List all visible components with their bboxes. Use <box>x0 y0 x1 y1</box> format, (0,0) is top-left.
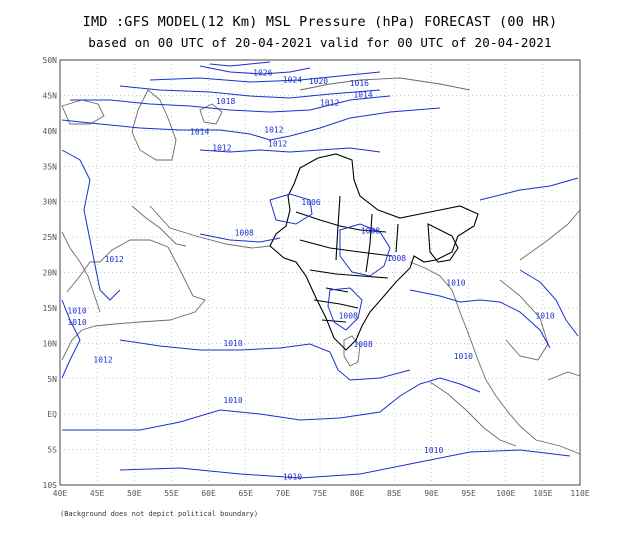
lat-tick-label: 30N <box>43 198 58 207</box>
lat-tick-label: 15N <box>43 304 58 313</box>
isobar-label: 1012 <box>105 255 124 264</box>
coast-malay <box>485 379 581 455</box>
lon-tick-label: 80E <box>350 489 365 498</box>
coast-aral <box>199 103 223 125</box>
isobar-1024 <box>199 65 311 75</box>
isobar-1010-arabia <box>61 299 81 379</box>
isobar-label: 1012 <box>93 355 112 364</box>
graticule <box>60 60 580 485</box>
isobar-label: 1012 <box>320 98 339 107</box>
isobar-label: 1010 <box>67 307 86 316</box>
isobar-1016 <box>70 95 391 113</box>
isobar-label: 1026 <box>253 69 272 78</box>
isobar-1014 <box>61 107 441 141</box>
lat-tick-label: 35N <box>43 162 58 171</box>
isobar-label: 1010 <box>223 339 242 348</box>
isobar-label: 1010 <box>67 318 86 327</box>
lon-tick-label: 105E <box>533 489 552 498</box>
lon-tick-label: 50E <box>127 489 142 498</box>
coast-persian-gulf <box>131 205 187 247</box>
lon-tick-label: 110E <box>570 489 589 498</box>
isobar-label: 1006 <box>301 198 320 207</box>
isobar-label: 1012 <box>212 144 231 153</box>
coast-iran-pakistan <box>149 205 271 249</box>
lat-tick-label: 5S <box>47 446 57 455</box>
lon-tick-label: 75E <box>313 489 328 498</box>
isobar-1008-south <box>327 287 363 331</box>
lon-tick-label: 70E <box>276 489 291 498</box>
isobar-label: 1008 <box>361 227 380 236</box>
isobar-1006 <box>269 193 313 225</box>
coast-red-sea <box>61 231 101 313</box>
coast-mongolia <box>299 77 471 91</box>
isobar-label: 1008 <box>353 340 372 349</box>
isobar-1010-equator <box>62 377 481 431</box>
chart-title: IMD :GFS MODEL(12 Km) MSL Pressure (hPa)… <box>82 14 558 30</box>
chart-subtitle: based on 00 UTC of 20-04-2021 valid for … <box>88 35 552 50</box>
isobar-label: 1014 <box>190 127 209 136</box>
isobar-label: 1008 <box>339 312 358 321</box>
lat-tick-label: 45N <box>43 91 58 100</box>
isobar-label: 1010 <box>454 352 473 361</box>
lon-tick-label: 45E <box>90 489 105 498</box>
isobar-label: 1010 <box>446 278 465 287</box>
isobar-label: 1010 <box>223 396 242 405</box>
isobar-1010-south <box>119 449 571 479</box>
isobar-1012-north <box>199 147 381 153</box>
isobar-1010-bay <box>409 289 551 349</box>
isobar-label: 1018 <box>216 97 235 106</box>
isobar-label: 1010 <box>424 446 443 455</box>
isobar-label: 1010 <box>535 312 554 321</box>
isobar-label: 1014 <box>353 91 372 100</box>
lon-tick-label: 95E <box>461 489 476 498</box>
lat-tick-label: 25N <box>43 233 58 242</box>
lon-tick-label: 100E <box>496 489 515 498</box>
lat-tick-label: 10N <box>43 339 58 348</box>
isobar-label: 1020 <box>309 77 328 86</box>
isobar-label: 1010 <box>283 472 302 481</box>
coast-africa-arabia <box>61 239 206 361</box>
isobar-label: 1008 <box>387 254 406 263</box>
isobar-1026 <box>209 61 271 67</box>
coast-sri-lanka <box>343 335 361 367</box>
isobar-1010-east <box>519 269 579 337</box>
map-footnote: (Background does not depict political bo… <box>60 510 259 518</box>
coast-borneo <box>547 371 581 381</box>
axis-ticks: 40E 45E 50E 55E 60E 65E 70E 75E 80E 85E 90E 95E 100E… <box>43 56 590 498</box>
coast-caspian <box>131 89 177 161</box>
isobar-east-china <box>479 177 579 201</box>
lon-tick-label: 60E <box>201 489 216 498</box>
isobar-label: 1012 <box>264 125 283 134</box>
coast-sumatra <box>429 381 517 447</box>
isobar-label: 1016 <box>350 79 369 88</box>
northeast-india <box>427 223 459 263</box>
lon-tick-label: 90E <box>424 489 439 498</box>
isobar-1008-west <box>199 233 281 243</box>
india-outline <box>269 153 479 351</box>
isobar-1008-india <box>339 223 391 277</box>
isobar-1018 <box>119 85 381 99</box>
lat-tick-label: EQ <box>47 410 57 419</box>
isobar-label: 1024 <box>283 76 302 85</box>
lat-tick-label: 20N <box>43 269 58 278</box>
coast-china <box>519 209 581 261</box>
lat-tick-label: 10S <box>43 481 58 490</box>
lon-tick-label: 40E <box>53 489 68 498</box>
lon-tick-label: 55E <box>164 489 179 498</box>
isobar-1010-arabian-sea <box>119 339 411 381</box>
lon-tick-label: 65E <box>238 489 253 498</box>
isobar-1012-west <box>61 149 121 301</box>
isobars <box>61 61 579 479</box>
isobar-1020 <box>149 71 381 83</box>
lat-tick-label: 50N <box>43 56 58 65</box>
lon-tick-label: 85E <box>387 489 402 498</box>
lat-tick-label: 40N <box>43 127 58 136</box>
lat-tick-label: 5N <box>47 375 57 384</box>
isobar-label: 1012 <box>268 139 287 148</box>
isobar-label: 1008 <box>235 229 254 238</box>
